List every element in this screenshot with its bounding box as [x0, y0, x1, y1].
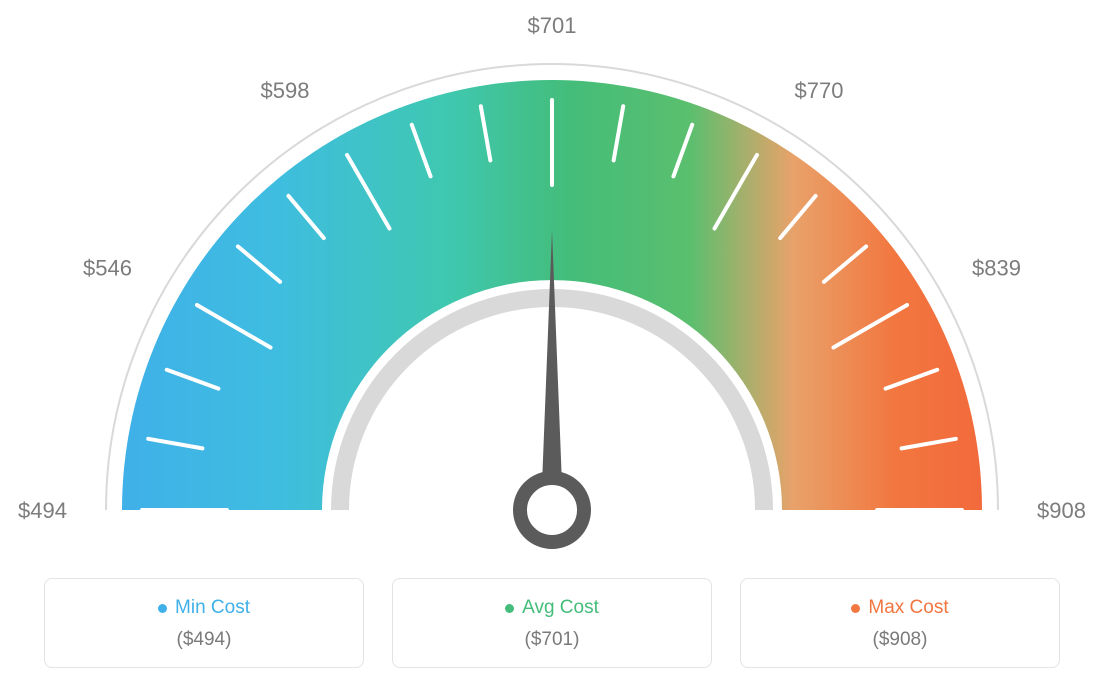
- legend-card-min: Min Cost ($494): [44, 578, 364, 668]
- legend-row: Min Cost ($494) Avg Cost ($701) Max Cost…: [0, 578, 1104, 668]
- legend-card-max: Max Cost ($908): [740, 578, 1060, 668]
- svg-text:$701: $701: [528, 13, 577, 38]
- legend-value-max: ($908): [751, 629, 1049, 651]
- legend-label-min: Min Cost: [175, 597, 250, 619]
- gauge-svg: $494 $546 $598 $701 $770 $839 $908: [0, 0, 1104, 560]
- svg-text:$546: $546: [83, 256, 132, 281]
- gauge-cost-chart: $494 $546 $598 $701 $770 $839 $908 Min Cost ($…: [0, 0, 1104, 690]
- legend-title-avg: Avg Cost: [505, 597, 599, 619]
- legend-title-max: Max Cost: [851, 597, 948, 619]
- legend-label-max: Max Cost: [868, 597, 948, 619]
- legend-dot-avg: [505, 604, 514, 613]
- legend-card-avg: Avg Cost ($701): [392, 578, 712, 668]
- legend-value-min: ($494): [55, 629, 353, 651]
- svg-text:$908: $908: [1037, 498, 1086, 523]
- svg-text:$598: $598: [261, 78, 310, 103]
- legend-value-avg: ($701): [403, 629, 701, 651]
- legend-title-min: Min Cost: [158, 597, 250, 619]
- gauge-area: $494 $546 $598 $701 $770 $839 $908: [0, 0, 1104, 560]
- svg-text:$770: $770: [795, 78, 844, 103]
- legend-label-avg: Avg Cost: [522, 597, 599, 619]
- svg-text:$494: $494: [18, 498, 67, 523]
- legend-dot-min: [158, 604, 167, 613]
- legend-dot-max: [851, 604, 860, 613]
- svg-text:$839: $839: [972, 256, 1021, 281]
